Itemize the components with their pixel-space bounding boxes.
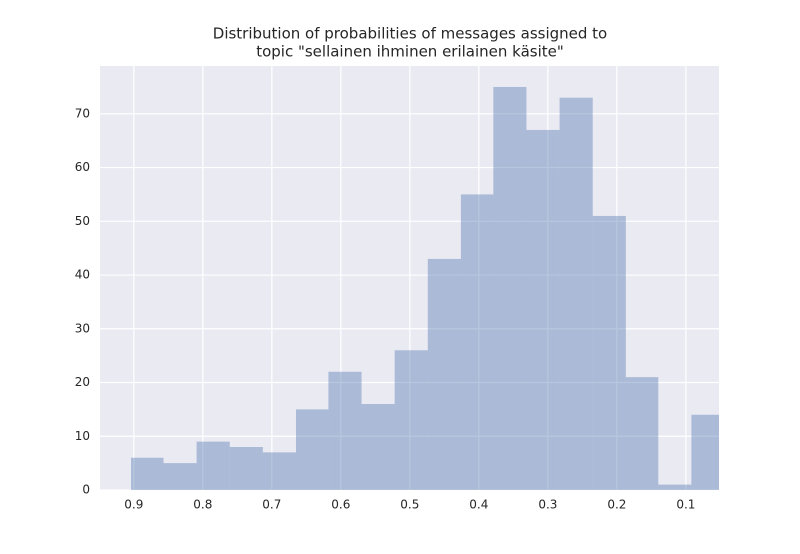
x-tick-label: 0.7 [262, 498, 281, 512]
bar [328, 371, 362, 490]
y-tick-label: 60 [75, 160, 90, 174]
x-tick-label: 0.3 [538, 498, 557, 512]
bar [229, 447, 263, 490]
bar [625, 377, 659, 490]
x-tick-label: 0.9 [124, 498, 143, 512]
x-tick-label: 0.4 [469, 498, 488, 512]
bars [131, 86, 719, 490]
y-tick-label: 40 [75, 268, 90, 282]
bar [559, 97, 593, 490]
bar [592, 215, 626, 490]
y-tick-label: 20 [75, 375, 90, 389]
bar [427, 258, 461, 490]
bar [394, 350, 428, 490]
chart-title: topic "sellainen ihminen erilainen käsit… [256, 43, 564, 61]
grid [100, 66, 719, 491]
x-tick-label: 0.6 [331, 498, 350, 512]
bar [361, 404, 395, 490]
x-tick-label: 0.1 [676, 498, 695, 512]
y-tick-label: 30 [75, 321, 90, 335]
bar [526, 129, 560, 490]
y-tick-label: 70 [75, 106, 90, 120]
bar [163, 463, 197, 490]
x-tick-label: 0.2 [607, 498, 626, 512]
y-tick-label: 50 [75, 214, 90, 228]
bar [493, 86, 527, 490]
bar [460, 194, 494, 490]
chart-title: Distribution of probabilities of message… [213, 25, 607, 43]
bar [658, 484, 692, 490]
bar [131, 457, 164, 490]
y-tick-label: 10 [75, 429, 90, 443]
x-tick-label: 0.5 [400, 498, 419, 512]
x-tick-label: 0.8 [193, 498, 212, 512]
bar [196, 441, 230, 490]
y-tick-label: 0 [82, 483, 90, 497]
bar [691, 414, 719, 490]
bar [295, 409, 329, 490]
bar [262, 452, 296, 490]
